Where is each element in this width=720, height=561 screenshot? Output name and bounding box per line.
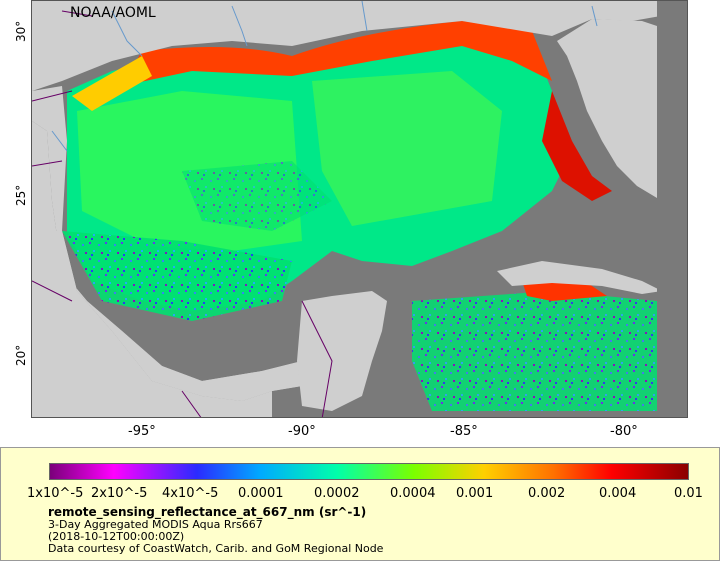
land-mexico-south xyxy=(32,121,382,401)
nodata-east-strip xyxy=(657,1,687,417)
speckle-field-central xyxy=(182,161,332,231)
colorbar-tick-label: 0.0004 xyxy=(390,486,436,501)
coastal-band-northwest xyxy=(72,56,152,111)
colorbar-tick-label: 4x10^-5 xyxy=(162,486,219,501)
lat-tick-25: 25° xyxy=(14,184,28,206)
colorbar-tick-label: 1x10^-5 xyxy=(27,486,84,501)
coastal-band-north xyxy=(122,21,552,86)
rivers xyxy=(51,1,598,152)
legend-credit: Data courtesy of CoastWatch, Carib. and … xyxy=(48,542,384,555)
land-north-us xyxy=(32,1,687,91)
lon-tick-90: -90° xyxy=(288,424,316,439)
legend-panel: 1x10^-5 2x10^-5 4x10^-5 0.0001 0.0002 0.… xyxy=(0,447,720,561)
colorbar-tick-label: 0.002 xyxy=(528,486,566,501)
map-panel: NOAA/AOML xyxy=(31,0,688,418)
lat-tick-20: 20° xyxy=(14,344,28,366)
legend-date: (2018-10-12T00:00:00Z) xyxy=(48,530,185,543)
land-cuba xyxy=(497,261,662,294)
map-credit: NOAA/AOML xyxy=(70,5,156,21)
legend-title: remote_sensing_reflectance_at_667_nm (sr… xyxy=(48,505,367,519)
green-patch-east xyxy=(312,71,502,226)
lat-tick-30: 30° xyxy=(14,20,28,42)
colorbar-tick-label: 0.0002 xyxy=(314,486,360,501)
colorbar-tick-label: 0.0001 xyxy=(238,486,284,501)
colorbar-tick-label: 0.004 xyxy=(599,486,637,501)
land-yucatan xyxy=(297,291,387,411)
speckle-field-south xyxy=(412,291,657,411)
land-florida xyxy=(557,19,687,211)
lon-tick-85: -85° xyxy=(450,424,478,439)
coastal-band-florida xyxy=(542,91,612,201)
colorbar xyxy=(49,463,689,480)
reflectance-map xyxy=(32,1,687,417)
colorbar-tick-label: 0.01 xyxy=(674,486,703,501)
colorbar-tick-label: 0.001 xyxy=(456,486,494,501)
land-southwest xyxy=(32,231,272,417)
lon-tick-80: -80° xyxy=(610,424,638,439)
borders xyxy=(32,10,333,417)
legend-subtitle: 3-Day Aggregated MODIS Aqua Rrs667 xyxy=(48,518,263,531)
speckle-field-west xyxy=(62,231,292,321)
lon-tick-95: -95° xyxy=(128,424,156,439)
colorbar-tick-label: 2x10^-5 xyxy=(91,486,148,501)
